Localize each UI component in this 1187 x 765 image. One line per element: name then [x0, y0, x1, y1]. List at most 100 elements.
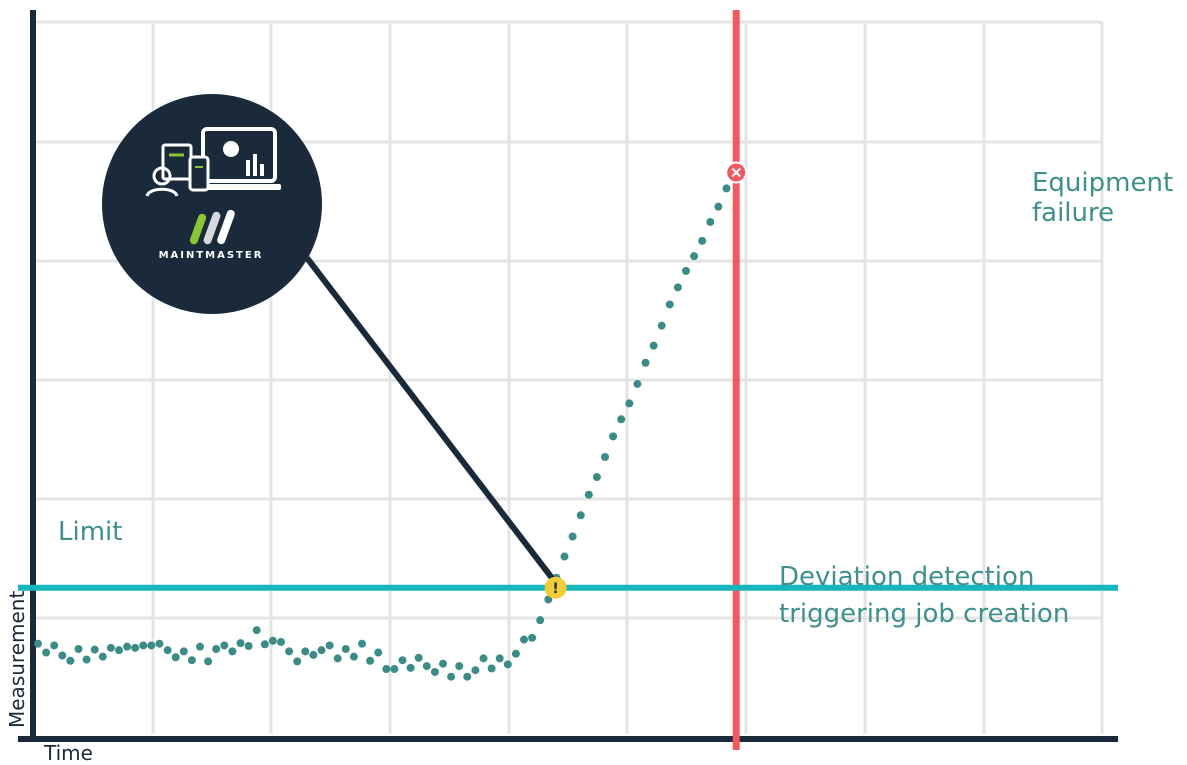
data-point-57: [496, 654, 504, 662]
data-point-13: [139, 641, 147, 649]
data-point-8: [99, 653, 107, 661]
data-point-14: [147, 641, 155, 649]
deviation-marker: !: [545, 577, 567, 599]
data-point-36: [326, 641, 334, 649]
chart-bar-icon-3: [260, 164, 264, 176]
chart-pie-icon: [223, 141, 239, 157]
data-point-60: [520, 636, 528, 644]
data-point-76: [650, 342, 658, 350]
data-point-68: [585, 491, 593, 499]
data-point-30: [277, 638, 285, 646]
data-point-47: [415, 654, 423, 662]
data-point-38: [342, 645, 350, 653]
data-point-28: [261, 640, 269, 648]
tablet-icon: [163, 145, 191, 179]
data-point-83: [706, 218, 714, 226]
data-point-72: [617, 415, 625, 423]
data-point-6: [83, 656, 91, 664]
deviation-annotation-line-2: triggering job creation: [779, 599, 1069, 629]
data-point-75: [642, 359, 650, 367]
data-point-61: [528, 634, 536, 642]
data-point-84: [714, 203, 722, 211]
data-point-34: [309, 651, 317, 659]
data-point-59: [512, 650, 520, 658]
y-axis-label: Measurement: [5, 591, 29, 728]
data-point-46: [407, 664, 415, 672]
data-point-32: [293, 657, 301, 665]
data-point-1: [42, 649, 50, 657]
data-point-67: [577, 511, 585, 519]
data-point-15: [156, 640, 164, 648]
data-point-17: [172, 653, 180, 661]
warning-exclamation-icon: !: [552, 581, 558, 597]
chart-bar-icon-1: [246, 160, 250, 176]
data-point-65: [561, 553, 569, 561]
data-point-0: [34, 640, 42, 648]
data-point-19: [188, 656, 196, 664]
data-point-77: [658, 322, 666, 330]
data-point-66: [569, 533, 577, 541]
data-point-29: [269, 637, 277, 645]
data-point-74: [633, 380, 641, 388]
data-point-24: [228, 647, 236, 655]
data-point-10: [115, 646, 123, 654]
limit-label: Limit: [58, 517, 122, 547]
data-point-35: [318, 646, 326, 654]
data-point-69: [593, 473, 601, 481]
data-point-39: [350, 653, 358, 661]
data-point-70: [601, 453, 609, 461]
data-point-51: [447, 673, 455, 681]
connector-line: [307, 258, 556, 583]
failure-annotation-line-1: Equipment: [1032, 168, 1173, 198]
data-point-80: [682, 267, 690, 275]
phone-icon: [190, 157, 208, 190]
data-point-26: [245, 642, 253, 650]
data-point-4: [66, 657, 74, 665]
data-point-55: [480, 654, 488, 662]
data-point-18: [180, 647, 188, 655]
data-point-73: [625, 399, 633, 407]
data-point-7: [91, 646, 99, 654]
data-point-16: [164, 646, 172, 654]
data-point-9: [107, 644, 115, 652]
failure-marker: [726, 163, 746, 183]
data-point-11: [123, 643, 131, 651]
data-point-71: [609, 432, 617, 440]
deviation-annotation-line-1: Deviation detection: [779, 562, 1034, 592]
data-point-50: [439, 660, 447, 668]
data-point-82: [698, 237, 706, 245]
data-point-2: [50, 641, 58, 649]
data-point-42: [374, 649, 382, 657]
data-point-56: [488, 664, 496, 672]
data-point-31: [285, 647, 293, 655]
data-point-49: [431, 668, 439, 676]
data-point-40: [358, 640, 366, 648]
x-axis-label: Time: [43, 741, 93, 765]
data-point-79: [674, 283, 682, 291]
data-point-85: [723, 184, 731, 192]
data-point-22: [212, 645, 220, 653]
failure-annotation-line-2: failure: [1032, 198, 1114, 228]
data-point-81: [690, 252, 698, 260]
data-point-3: [58, 651, 66, 659]
data-point-27: [253, 626, 261, 634]
data-point-5: [75, 645, 83, 653]
data-point-62: [536, 616, 544, 624]
data-point-41: [366, 657, 374, 665]
brand-badge: MAINTMASTER: [102, 94, 322, 314]
data-point-48: [423, 662, 431, 670]
brand-name: MAINTMASTER: [159, 250, 264, 261]
data-point-37: [334, 654, 342, 662]
data-point-52: [455, 662, 463, 670]
data-point-20: [196, 643, 204, 651]
data-point-58: [504, 660, 512, 668]
data-point-78: [666, 300, 674, 308]
data-point-53: [463, 673, 471, 681]
data-point-21: [204, 657, 212, 665]
data-point-25: [237, 639, 245, 647]
chart-bar-icon-2: [253, 154, 257, 176]
data-point-44: [390, 665, 398, 673]
data-point-12: [131, 644, 139, 652]
data-point-23: [220, 641, 228, 649]
